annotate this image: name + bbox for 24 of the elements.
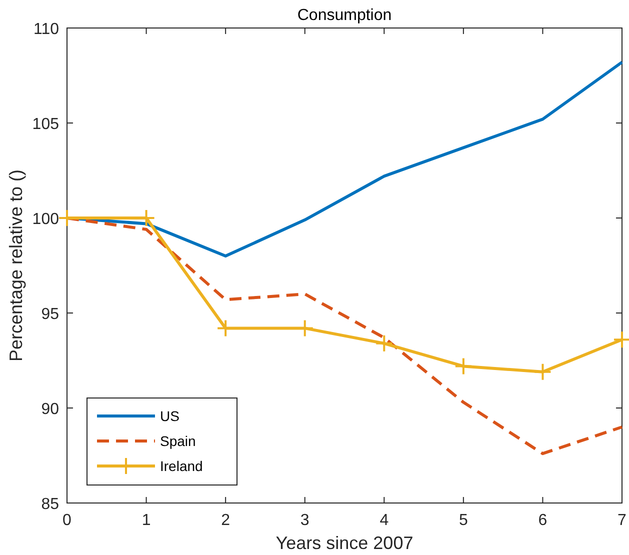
- x-tick-label: 1: [142, 512, 151, 529]
- x-axis-title: Years since 2007: [276, 533, 414, 553]
- x-tick-label: 6: [538, 512, 548, 529]
- point: [454, 357, 472, 376]
- legend-label: US: [160, 408, 180, 424]
- x-tick-label: 5: [458, 512, 468, 529]
- legend-label: Ireland: [160, 458, 203, 474]
- line-series: [66, 216, 624, 456]
- y-tick-label: 90: [41, 401, 60, 418]
- legend-label: Spain: [160, 433, 196, 449]
- x-tick-label: 0: [62, 512, 72, 529]
- y-tick-label: 100: [32, 211, 60, 228]
- x-tick-label: 3: [300, 512, 310, 529]
- chart-title: Consumption: [297, 7, 392, 24]
- x-tick-label: 4: [380, 512, 389, 529]
- x-tick-label: 7: [618, 512, 627, 529]
- point: [534, 362, 552, 381]
- y-axis-title: Percentage relative to (): [6, 169, 26, 362]
- point: [375, 334, 394, 352]
- y-tick-label: 85: [41, 496, 60, 513]
- x-tick-label: 2: [221, 512, 230, 529]
- y-tick-label: 95: [41, 306, 60, 323]
- y-tick-label: 105: [32, 116, 60, 133]
- y-tick-label: 110: [33, 21, 60, 38]
